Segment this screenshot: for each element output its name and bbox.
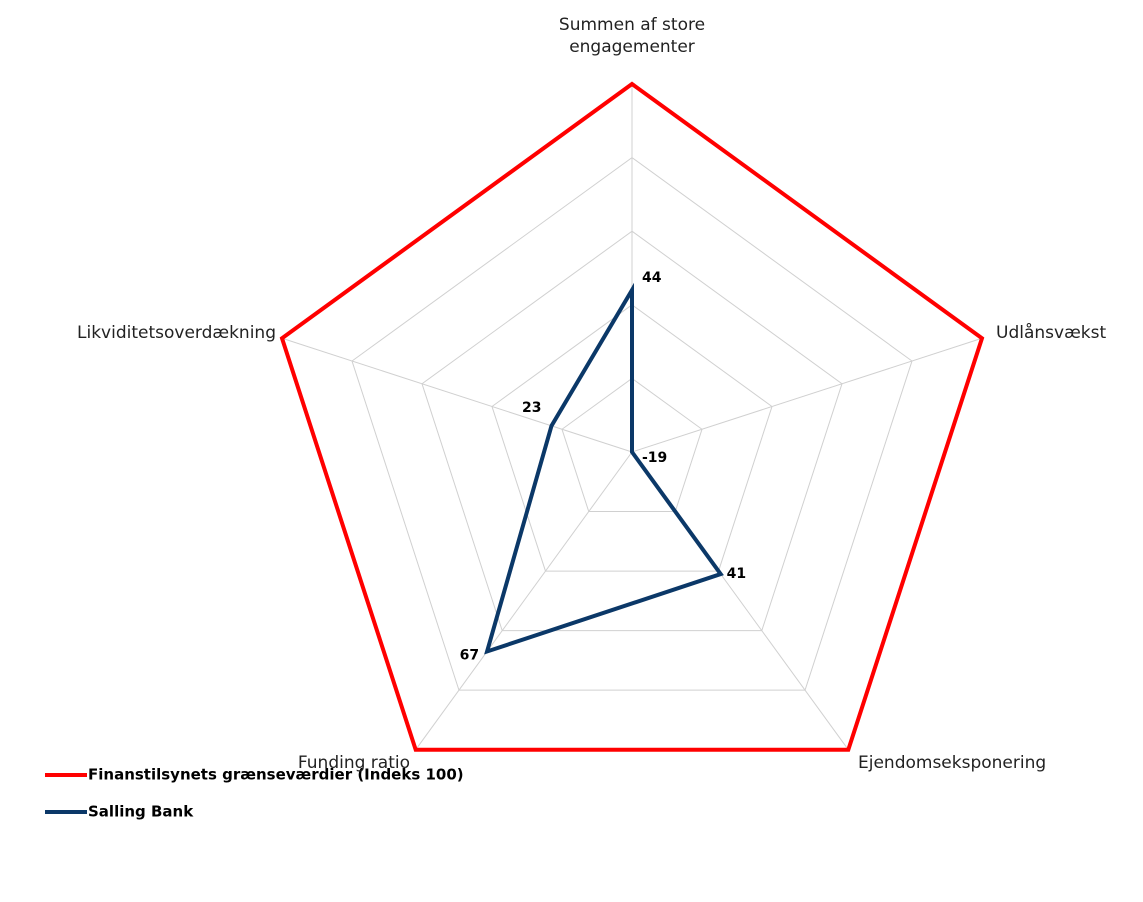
spoke (631, 337, 983, 453)
series-line (484, 282, 724, 655)
data-label: 67 (460, 647, 479, 663)
category-label: Ejendomseksponering (858, 753, 1047, 773)
category-label: Summen af store engagementer (558, 15, 706, 57)
category-label: Udlånsvækst (996, 323, 1107, 343)
grid-ring (421, 230, 843, 632)
grid-ring (491, 304, 773, 572)
data-label: 44 (642, 270, 662, 286)
category-label: Funding ratio (297, 753, 410, 773)
category-label: Likviditetsoverdækning (77, 323, 276, 343)
data-label: -19 (642, 450, 667, 466)
data-label: 41 (727, 566, 746, 582)
grid-ring (351, 156, 913, 691)
legend-label: Finanstilsynets grænseværdier (Indeks 10… (88, 766, 464, 784)
spoke (415, 451, 633, 751)
spoke (281, 337, 633, 453)
legend-label: Salling Bank (88, 803, 194, 821)
data-label: 23 (522, 400, 541, 416)
series-line (279, 81, 985, 752)
grid-ring (561, 377, 703, 513)
